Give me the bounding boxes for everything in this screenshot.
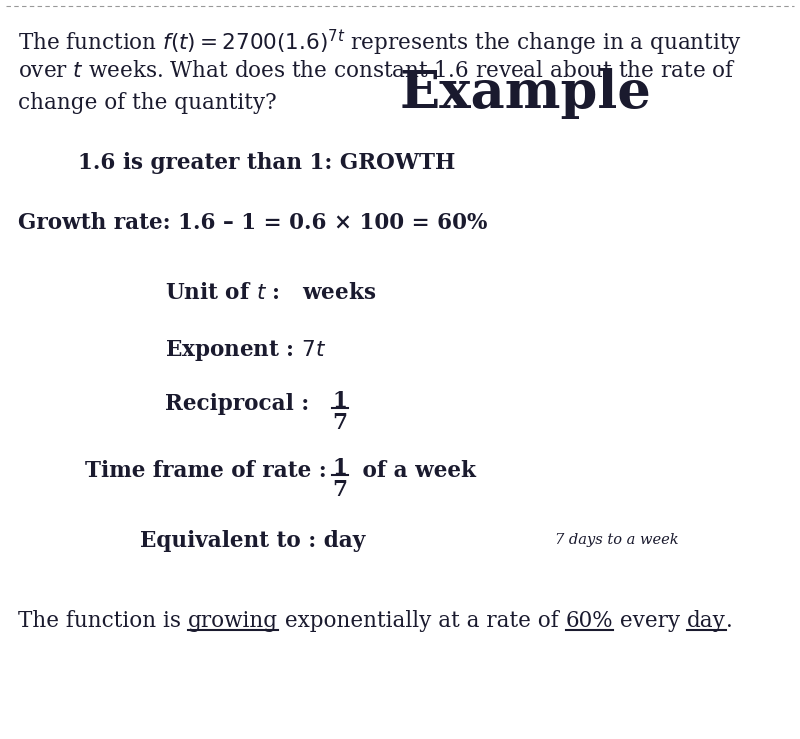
Text: 60%: 60% [566,610,614,632]
Text: growing: growing [188,610,278,632]
Text: day: day [687,610,726,632]
Text: Equivalent to : day: Equivalent to : day [140,530,366,552]
Text: exponentially at a rate of: exponentially at a rate of [278,610,566,632]
Text: 7 days to a week: 7 days to a week [555,533,678,547]
Text: Unit of $t$ :   weeks: Unit of $t$ : weeks [165,282,376,304]
Text: Exponent : $7t$: Exponent : $7t$ [165,338,326,363]
Text: 1: 1 [333,390,347,412]
Text: The function $f(t) = 2700(1.6)^{7t}$ represents the change in a quantity: The function $f(t) = 2700(1.6)^{7t}$ rep… [18,28,742,58]
Text: The function is: The function is [18,610,188,632]
Text: .: . [726,610,733,632]
Text: 1.6 is greater than 1: GROWTH: 1.6 is greater than 1: GROWTH [78,152,455,174]
Text: 1: 1 [333,457,347,479]
Text: change of the quantity?: change of the quantity? [18,92,277,114]
Text: of a week: of a week [355,460,476,482]
Text: Time frame of rate :: Time frame of rate : [85,460,334,482]
Text: Reciprocal :: Reciprocal : [165,393,317,415]
Text: Growth rate: 1.6 – 1 = 0.6 × 100 = 60%: Growth rate: 1.6 – 1 = 0.6 × 100 = 60% [18,212,487,234]
Text: over $t$ weeks. What does the constant 1.6 reveal about the rate of: over $t$ weeks. What does the constant 1… [18,60,736,82]
Text: 7: 7 [333,412,347,434]
Text: Example: Example [400,68,652,119]
Text: every: every [614,610,687,632]
Text: 7: 7 [333,479,347,501]
